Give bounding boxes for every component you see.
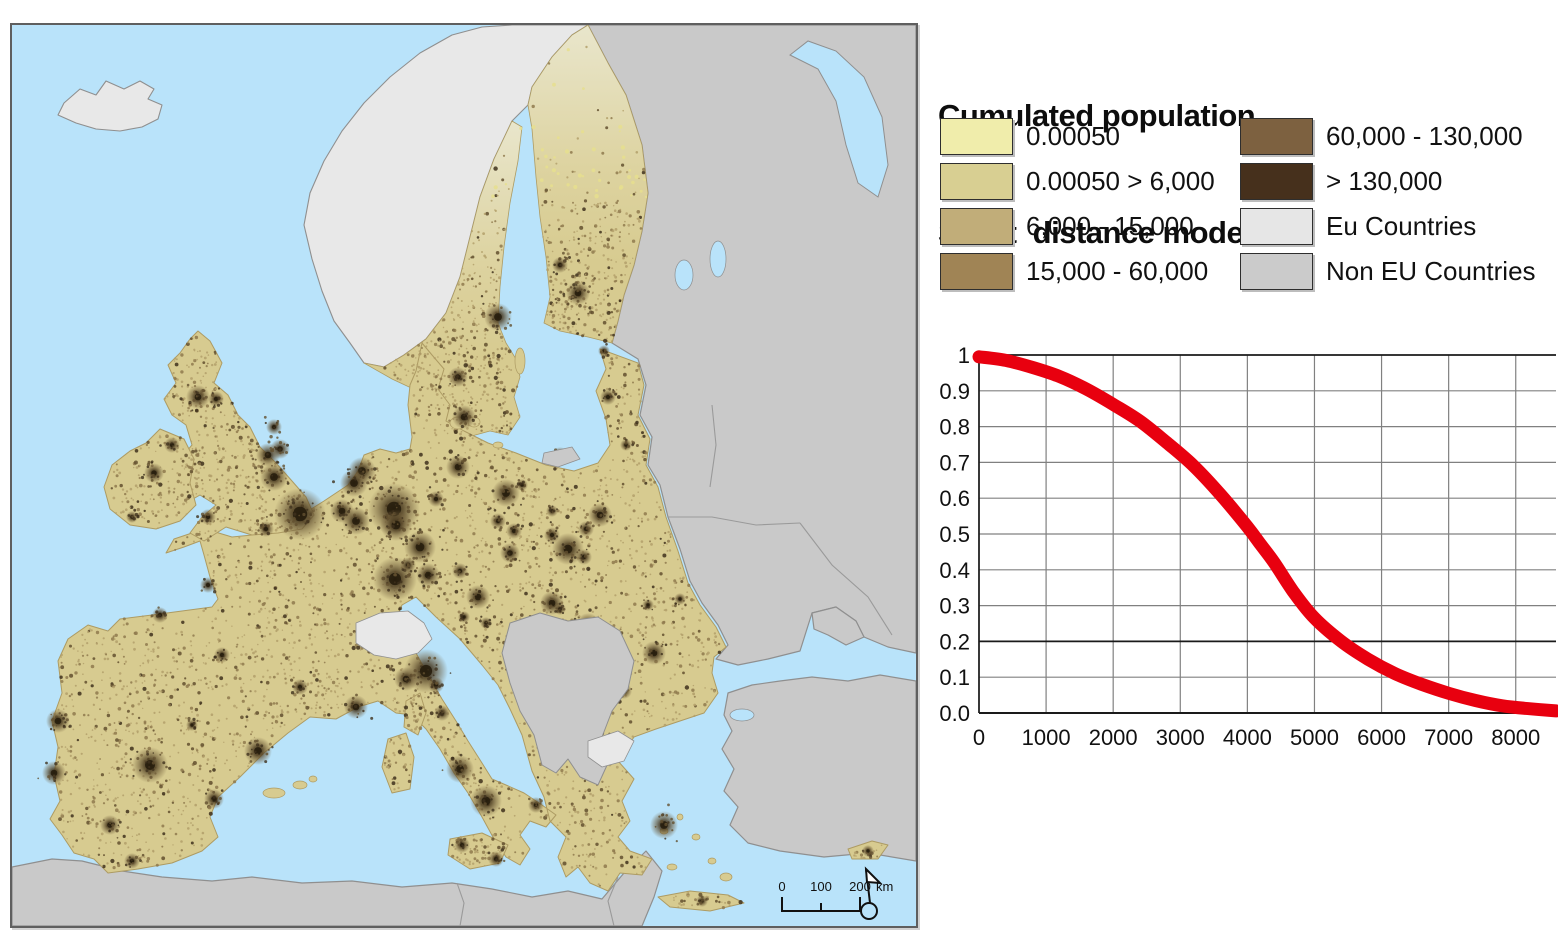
cumulated-population-chart: 1 0.9 0.8 0.7 0.6 0.5 0.4 0.3 0.2 0.1 0.0 0 1000 2000…	[930, 330, 1558, 780]
legend-swatch	[940, 118, 1013, 155]
north-arrow-icon	[860, 866, 883, 920]
y-tick-label: 0.7	[939, 450, 970, 475]
legend-swatch	[940, 253, 1013, 290]
legend-column-left: 0.00050 0.00050 > 6,000 6,000 - 15,000 1…	[940, 118, 1215, 298]
y-tick-label: 0.0	[939, 701, 970, 726]
chart-tick-labels: 1 0.9 0.8 0.7 0.6 0.5 0.4 0.3 0.2 0.1 0.00 1000 2000…	[939, 343, 1540, 750]
figure-title-line1: Cumulated population	[938, 98, 1256, 133]
x-tick-label: 6000	[1357, 725, 1406, 750]
city-hotspot-layer	[37, 251, 874, 907]
legend-label: 6,000 - 15,000	[1026, 211, 1194, 241]
legend-item: > 130,000	[1240, 163, 1536, 200]
legend-column-right: 60,000 - 130,000 > 130,000 Eu Countries …	[1240, 118, 1536, 298]
country-border-layer	[456, 404, 893, 926]
y-tick-label: 0.5	[939, 522, 970, 547]
europe-population-map: 0 100 200 km	[10, 23, 918, 928]
legend-label: > 130,000	[1326, 166, 1443, 196]
legend-label: Eu Countries	[1326, 211, 1477, 241]
x-tick-label: 4000	[1223, 725, 1272, 750]
legend-swatch	[1240, 208, 1313, 245]
y-tick-label: 0.2	[939, 629, 970, 654]
scale-bar-bracket	[781, 897, 861, 912]
map-overlay-layer	[355, 446, 635, 786]
legend-label: 60,000 - 130,000	[1326, 121, 1523, 151]
x-tick-label: 3000	[1156, 725, 1205, 750]
x-tick-label: 8000	[1491, 725, 1540, 750]
legend-swatch	[1240, 253, 1313, 290]
y-tick-label: 0.1	[939, 665, 970, 690]
legend-swatch	[940, 163, 1013, 200]
scale-tick-200: 200	[849, 879, 871, 894]
x-tick-label: 2000	[1089, 725, 1138, 750]
distance-decay-curve	[972, 350, 1558, 718]
chart-grid	[978, 354, 1556, 714]
legend-label: 0.00050 > 6,000	[1026, 166, 1215, 196]
x-tick-label: 7000	[1424, 725, 1473, 750]
x-tick-label: 0	[973, 725, 985, 750]
legend-label: 15,000 - 60,000	[1026, 256, 1209, 286]
legend-swatch	[1240, 118, 1313, 155]
legend-item: 0.00050 > 6,000	[940, 163, 1215, 200]
scale-tick-100: 100	[810, 879, 832, 894]
legend-item: Non EU Countries	[1240, 253, 1536, 290]
y-tick-label: 0.4	[939, 558, 970, 583]
y-tick-label: 0.3	[939, 594, 970, 619]
legend-item: 6,000 - 15,000	[940, 208, 1215, 245]
legend-label: 0.00050	[1026, 121, 1120, 151]
y-tick-label: 0.8	[939, 415, 970, 440]
x-tick-label: 5000	[1290, 725, 1339, 750]
y-tick-label: 1	[958, 343, 970, 368]
legend-item: Eu Countries	[1240, 208, 1536, 245]
legend-swatch	[940, 208, 1013, 245]
y-tick-label: 0.9	[939, 379, 970, 404]
scale-tick-0: 0	[778, 879, 785, 894]
legend-label: Non EU Countries	[1326, 256, 1536, 286]
legend-item: 15,000 - 60,000	[940, 253, 1215, 290]
x-tick-label: 1000	[1022, 725, 1071, 750]
y-tick-label: 0.6	[939, 486, 970, 511]
legend-item: 0.00050	[940, 118, 1215, 155]
legend-swatch	[1240, 163, 1313, 200]
legend-item: 60,000 - 130,000	[1240, 118, 1536, 155]
